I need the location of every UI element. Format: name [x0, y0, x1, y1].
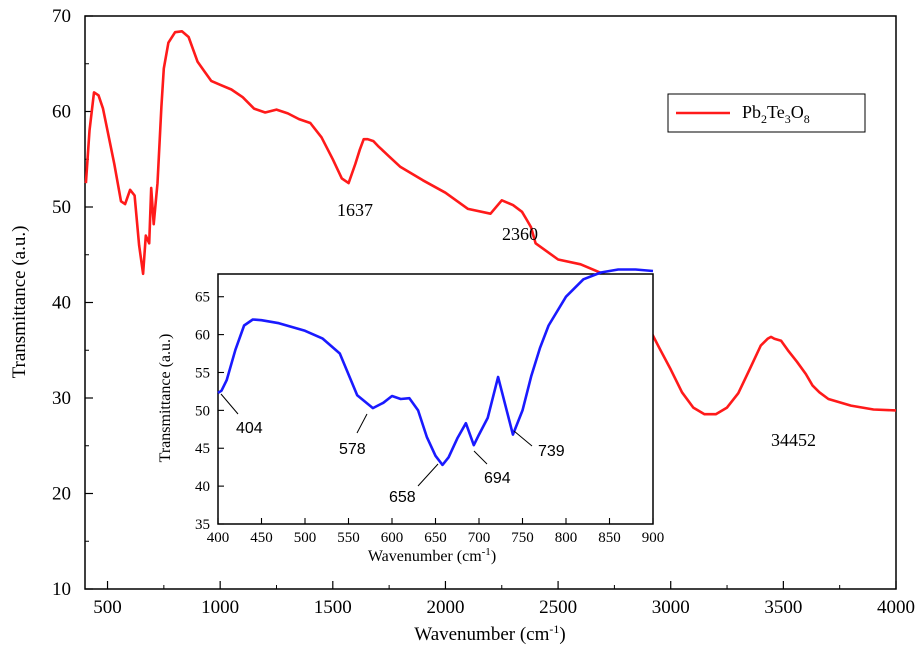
main-x-tick-label: 2000 [426, 597, 464, 618]
annotation-34452: 34452 [771, 430, 816, 450]
annotation-739: 739 [538, 443, 565, 460]
inset-background [218, 274, 653, 524]
main-ticks: 500 1000 1500 2000 2500 3000 3500 4000 10 20 30 40 5… [52, 6, 915, 618]
inset-y-tick-label: 65 [195, 290, 210, 306]
main-x-tick-label: 3500 [764, 597, 802, 618]
main-y-tick-label: 30 [52, 388, 71, 409]
annotation-1637: 1637 [337, 200, 373, 220]
inset-x-tick-label: 550 [337, 530, 360, 546]
main-y-tick-label: 40 [52, 293, 71, 314]
main-y-tick-label: 70 [52, 6, 71, 27]
main-series-line [84, 30, 897, 416]
inset-y-tick-label: 55 [195, 365, 210, 381]
annotation-404: 404 [236, 420, 263, 437]
annotation-658: 658 [389, 489, 416, 506]
annotation-694: 694 [484, 470, 511, 487]
inset-series-line [217, 268, 654, 467]
inset-x-tick-label: 450 [250, 530, 273, 546]
leader-404 [220, 393, 239, 415]
inset-x-tick-label: 500 [294, 530, 317, 546]
leader-658 [417, 463, 439, 487]
inset-y-tick-label: 40 [195, 479, 210, 495]
main-x-tick-label: 1500 [314, 597, 352, 618]
main-y-tick-label: 50 [52, 197, 71, 218]
main-x-tick-label: 500 [93, 597, 122, 618]
inset-x-tick-label: 850 [598, 530, 621, 546]
annotation-578: 578 [339, 441, 366, 458]
leader-578 [356, 413, 368, 434]
main-y-tick-label: 20 [52, 484, 71, 505]
inset-y-tick-label: 60 [195, 328, 210, 344]
inset-x-tick-label: 600 [381, 530, 404, 546]
inset-x-tick-label: 900 [642, 530, 665, 546]
main-y-tick-label: 60 [52, 102, 71, 123]
main-x-tick-label: 1000 [201, 597, 239, 618]
inset-x-axis-title: Wavenumber (cm-1) [368, 546, 496, 565]
inset-y-tick-label: 35 [195, 517, 210, 533]
inset-y-tick-label: 50 [195, 403, 210, 419]
main-y-tick-label: 10 [52, 579, 71, 600]
inset-x-tick-label: 400 [207, 530, 230, 546]
legend-label: Pb2Te3O8 [742, 102, 810, 126]
inset-x-tick-label: 800 [555, 530, 578, 546]
leader-694 [473, 450, 488, 465]
main-y-axis-title: Transmittance (a.u.) [9, 226, 30, 379]
main-x-axis-title: Wavenumber (cm-1) [414, 622, 565, 645]
inset-ticks: 400 450 500 550 600 650 700 750 800 850 9003540455… [195, 290, 664, 546]
inset-x-tick-label: 700 [468, 530, 491, 546]
inset-y-axis-title: Transmittance (a.u.) [157, 334, 174, 463]
leader-739 [513, 430, 533, 447]
annotation-2360: 2360 [502, 224, 538, 244]
inset-y-tick-label: 45 [195, 441, 210, 457]
main-x-tick-label: 2500 [539, 597, 577, 618]
main-x-tick-label: 3000 [652, 597, 690, 618]
inset-x-tick-label: 750 [511, 530, 534, 546]
main-x-tick-label: 4000 [877, 597, 915, 618]
inset-x-tick-label: 650 [424, 530, 447, 546]
